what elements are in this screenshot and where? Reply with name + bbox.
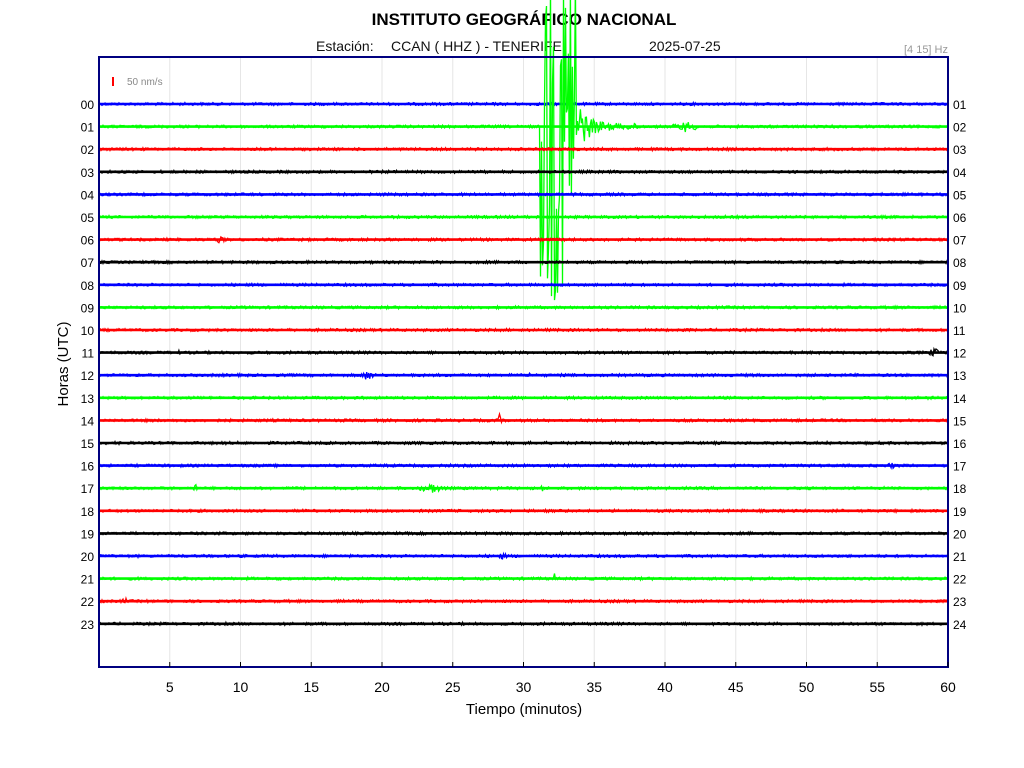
hour-labels-right: 01 02 03 04 05 06 07 08 09 10 11 12 13 14 15 16 17 18 19 20… bbox=[953, 98, 967, 632]
hour-label-left: 08 bbox=[81, 279, 95, 293]
x-tick-label: 60 bbox=[940, 679, 956, 695]
hour-label-right: 11 bbox=[953, 324, 966, 338]
x-tick-label: 10 bbox=[233, 679, 249, 695]
x-tick-label: 40 bbox=[657, 679, 673, 695]
x-tick-label: 35 bbox=[586, 679, 602, 695]
hour-label-left: 21 bbox=[81, 573, 95, 587]
hour-label-left: 16 bbox=[81, 460, 95, 474]
x-tick-label: 25 bbox=[445, 679, 461, 695]
hour-label-right: 02 bbox=[953, 121, 967, 135]
hour-label-right: 01 bbox=[953, 98, 967, 112]
hour-label-left: 07 bbox=[81, 256, 95, 270]
hour-label-right: 24 bbox=[953, 618, 967, 632]
hour-label-left: 06 bbox=[81, 234, 95, 248]
hour-label-left: 13 bbox=[81, 392, 95, 406]
hour-label-left: 19 bbox=[81, 527, 95, 541]
hour-label-left: 11 bbox=[82, 347, 95, 361]
x-tick-label: 30 bbox=[516, 679, 532, 695]
station-label: Estación: bbox=[316, 38, 374, 54]
hour-label-right: 10 bbox=[953, 301, 967, 315]
x-tick-label: 5 bbox=[166, 679, 174, 695]
hour-label-right: 15 bbox=[953, 414, 967, 428]
hour-label-right: 16 bbox=[953, 437, 967, 451]
x-tick-label: 45 bbox=[728, 679, 744, 695]
figure-title: INSTITUTO GEOGRÁFICO NACIONAL bbox=[372, 10, 677, 29]
seismic-traces bbox=[98, 0, 949, 627]
hour-label-right: 08 bbox=[953, 256, 967, 270]
hour-label-left: 23 bbox=[81, 618, 95, 632]
hour-label-right: 07 bbox=[953, 234, 967, 248]
hour-label-left: 05 bbox=[81, 211, 95, 225]
hour-label-right: 13 bbox=[953, 369, 967, 383]
hour-label-left: 01 bbox=[81, 121, 95, 135]
hour-label-right: 21 bbox=[953, 550, 967, 564]
hour-label-left: 18 bbox=[81, 505, 95, 519]
hour-label-right: 04 bbox=[953, 166, 967, 180]
hour-label-left: 10 bbox=[81, 324, 95, 338]
hour-label-right: 06 bbox=[953, 211, 967, 225]
hour-label-left: 20 bbox=[81, 550, 95, 564]
scale-bar bbox=[112, 77, 114, 86]
hour-label-right: 18 bbox=[953, 482, 967, 496]
hour-label-left: 09 bbox=[81, 301, 95, 315]
x-tick-label: 20 bbox=[374, 679, 390, 695]
hour-label-right: 03 bbox=[953, 143, 967, 157]
hour-label-right: 14 bbox=[953, 392, 967, 406]
grid-lines bbox=[169, 57, 878, 667]
hour-label-right: 05 bbox=[953, 188, 967, 202]
y-axis-label: Horas (UTC) bbox=[55, 321, 72, 406]
x-tick-label: 50 bbox=[799, 679, 815, 695]
x-tick-label: 55 bbox=[869, 679, 885, 695]
scale-label: 50 nm/s bbox=[127, 77, 163, 88]
hour-label-left: 22 bbox=[81, 595, 95, 609]
hour-label-right: 17 bbox=[953, 460, 967, 474]
hour-label-left: 15 bbox=[81, 437, 95, 451]
hour-label-right: 22 bbox=[953, 573, 967, 587]
hour-label-right: 23 bbox=[953, 595, 967, 609]
x-axis-ticks: 5 10 15 20 25 30 35 40 45 50 55 60 bbox=[166, 662, 956, 695]
filter-band: [4 15] Hz bbox=[904, 44, 948, 56]
hour-label-left: 02 bbox=[81, 143, 95, 157]
hour-label-right: 20 bbox=[953, 527, 967, 541]
hour-label-left: 12 bbox=[81, 369, 95, 383]
station-name: CCAN ( HHZ ) - TENERIFE bbox=[391, 38, 562, 54]
hour-label-left: 00 bbox=[81, 98, 95, 112]
record-date: 2025-07-25 bbox=[649, 38, 721, 54]
hour-label-left: 04 bbox=[81, 188, 95, 202]
x-axis-label: Tiempo (minutos) bbox=[466, 701, 582, 718]
hour-label-right: 12 bbox=[953, 347, 967, 361]
hour-label-left: 14 bbox=[81, 414, 95, 428]
hour-label-left: 03 bbox=[81, 166, 95, 180]
x-tick-label: 15 bbox=[303, 679, 319, 695]
hour-label-left: 17 bbox=[81, 482, 95, 496]
hour-label-right: 09 bbox=[953, 279, 967, 293]
hour-labels-left: 00 01 02 03 04 05 06 07 08 09 10 11 12 13 14 15 16 17 18 19… bbox=[81, 98, 95, 632]
hour-label-right: 19 bbox=[953, 505, 967, 519]
